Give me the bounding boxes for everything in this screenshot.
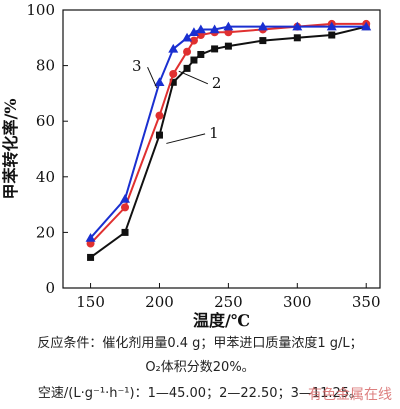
caption-space-velocity: 空速/(L·g⁻¹·h⁻¹)：1—45.00；2—22.50；3—11.25。 bbox=[37, 386, 363, 401]
x-tick-label: 350 bbox=[352, 293, 381, 311]
annotation-label-2: 2 bbox=[212, 74, 222, 92]
x-tick-label: 250 bbox=[214, 293, 243, 311]
data-point-s2 bbox=[155, 111, 164, 120]
x-tick-label: 150 bbox=[76, 293, 105, 311]
data-point-s3 bbox=[209, 24, 220, 34]
data-point-s1 bbox=[197, 50, 205, 58]
data-point-s3 bbox=[361, 21, 372, 31]
data-point-s2 bbox=[169, 69, 178, 78]
data-point-s3 bbox=[292, 21, 303, 31]
y-tick-label: 60 bbox=[36, 112, 55, 130]
y-tick-label: 80 bbox=[36, 57, 55, 75]
caption-conditions: 反应条件：催化剂用量0.4 g；甲苯进口质量浓度1 g/L； bbox=[37, 336, 363, 351]
data-point-s1 bbox=[211, 45, 219, 53]
data-point-s1 bbox=[224, 42, 232, 50]
data-point-s1 bbox=[190, 56, 198, 64]
data-point-s1 bbox=[293, 34, 301, 42]
annotation-leader-2 bbox=[178, 70, 209, 85]
y-tick-label: 40 bbox=[36, 168, 55, 186]
data-point-s1 bbox=[87, 253, 95, 261]
annotation-label-1: 1 bbox=[209, 124, 219, 142]
annotation-label-3: 3 bbox=[132, 57, 142, 75]
plot-frame bbox=[62, 9, 381, 289]
y-tick-label: 20 bbox=[36, 223, 55, 241]
caption-oxygen: O₂体积分数20%。 bbox=[145, 360, 255, 375]
data-point-s3 bbox=[223, 21, 234, 31]
data-point-s1 bbox=[121, 228, 129, 236]
data-point-s1 bbox=[169, 78, 177, 86]
x-axis-label: 温度/℃ bbox=[192, 311, 250, 330]
data-point-s3 bbox=[182, 32, 193, 42]
data-point-s3 bbox=[168, 43, 179, 53]
data-point-s3 bbox=[120, 194, 131, 203]
chart: 150 200 250 300 350 0 20 40 60 80 100 温度/℃ 甲苯转化率/% 3 2… bbox=[1, 1, 381, 330]
watermark: 有色金属在线 bbox=[308, 387, 392, 403]
data-point-s1 bbox=[328, 31, 336, 39]
data-point-s2 bbox=[183, 47, 192, 56]
annotation-leader-3 bbox=[147, 66, 158, 89]
data-point-s3 bbox=[154, 77, 165, 87]
data-point-s3 bbox=[326, 21, 337, 31]
x-tick-label: 200 bbox=[145, 293, 174, 311]
data-point-s3 bbox=[188, 27, 199, 36]
annotation-leader-1 bbox=[166, 133, 206, 144]
y-tick-label: 100 bbox=[26, 1, 55, 19]
data-point-s1 bbox=[183, 64, 191, 72]
y-tick-label: 0 bbox=[45, 279, 55, 297]
x-tick-label: 300 bbox=[283, 293, 312, 311]
data-point-s3 bbox=[195, 24, 206, 34]
data-point-s3 bbox=[85, 232, 96, 242]
data-point-s2 bbox=[121, 203, 130, 212]
data-point-s1 bbox=[155, 131, 163, 139]
y-axis-label: 甲苯转化率/% bbox=[1, 98, 20, 199]
data-point-s1 bbox=[259, 37, 267, 45]
data-point-s2 bbox=[189, 36, 198, 45]
data-point-s3 bbox=[257, 21, 268, 31]
